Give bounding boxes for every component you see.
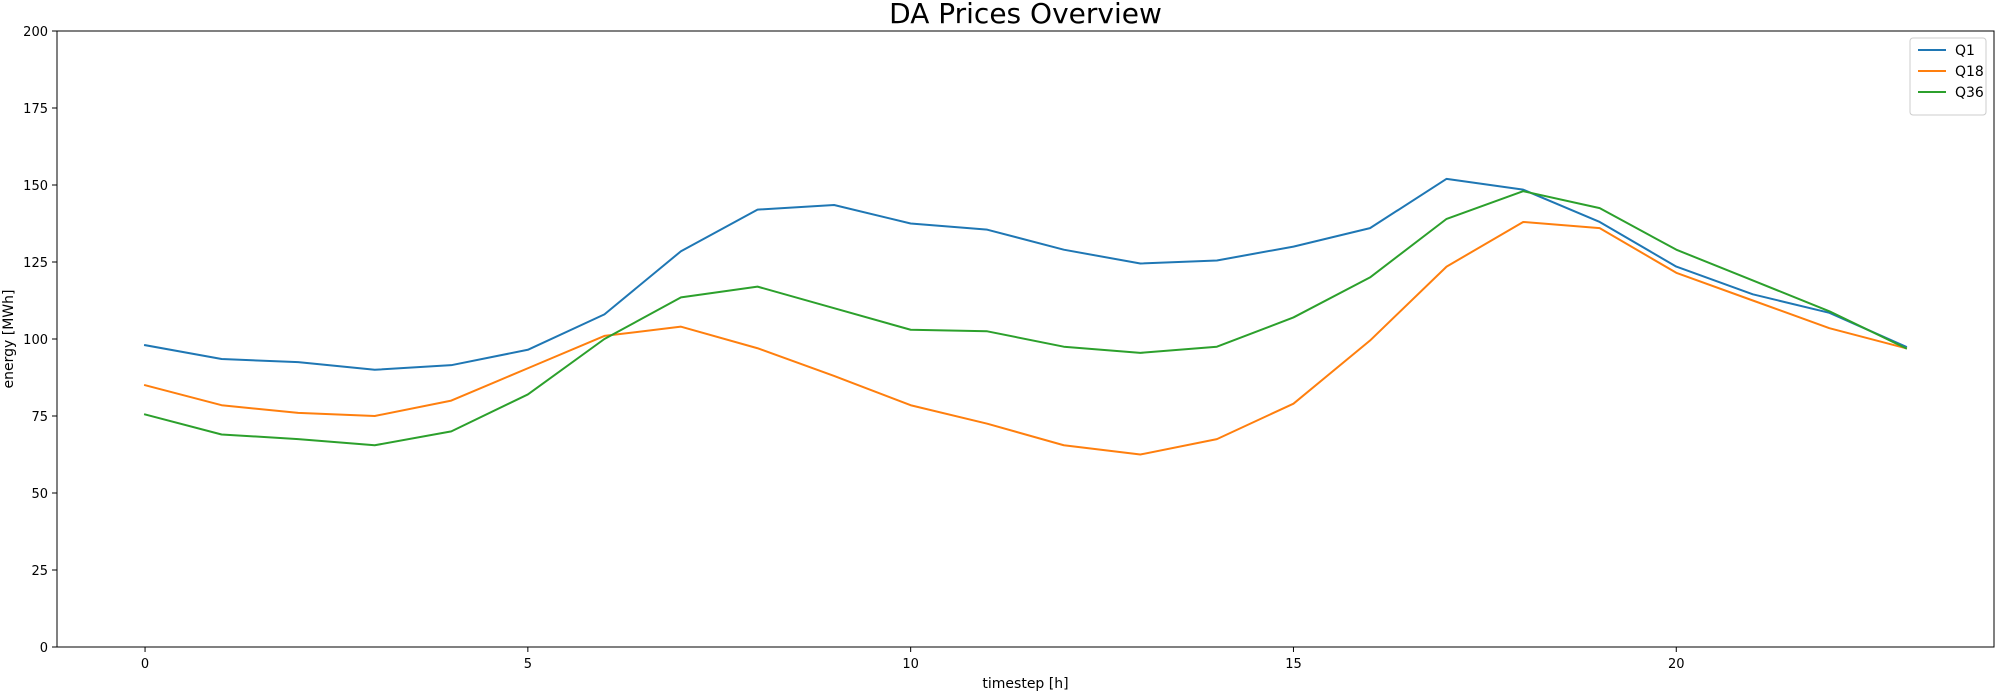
x-tick-label: 10 — [902, 657, 919, 672]
series-line-q1 — [143, 177, 1908, 371]
legend-label: Q1 — [1955, 43, 1975, 59]
y-tick-label: 50 — [31, 487, 48, 502]
legend-label: Q36 — [1955, 85, 1984, 101]
legend-box — [1909, 37, 1987, 116]
y-tick-label: 175 — [23, 102, 48, 117]
plot-frame — [56, 30, 1995, 648]
legend: Q1 Q18 Q36 — [1909, 37, 1987, 116]
chart-title: DA Prices Overview — [889, 0, 1162, 30]
x-tick-label: 0 — [141, 657, 149, 672]
y-axis: 0 25 50 75 100 125 150 175 200 — [23, 25, 57, 656]
legend-label: Q18 — [1955, 64, 1984, 80]
x-tick-label: 5 — [524, 657, 532, 672]
x-axis: 0 5 10 15 20 — [141, 647, 1685, 672]
x-tick-label: 15 — [1285, 657, 1302, 672]
y-tick-label: 200 — [23, 25, 48, 40]
y-tick-label: 150 — [23, 179, 48, 194]
y-tick-label: 0 — [40, 641, 48, 656]
plot-area — [143, 177, 1908, 456]
series-line-q18 — [143, 220, 1908, 456]
y-tick-label: 75 — [31, 410, 48, 425]
y-axis-label: energy [MWh] — [1, 290, 17, 389]
y-tick-label: 25 — [31, 564, 48, 579]
x-tick-label: 20 — [1668, 657, 1685, 672]
y-tick-label: 100 — [23, 333, 48, 348]
series-line-q36 — [143, 190, 1908, 447]
x-axis-label: timestep [h] — [982, 676, 1068, 691]
y-tick-label: 125 — [23, 256, 48, 271]
